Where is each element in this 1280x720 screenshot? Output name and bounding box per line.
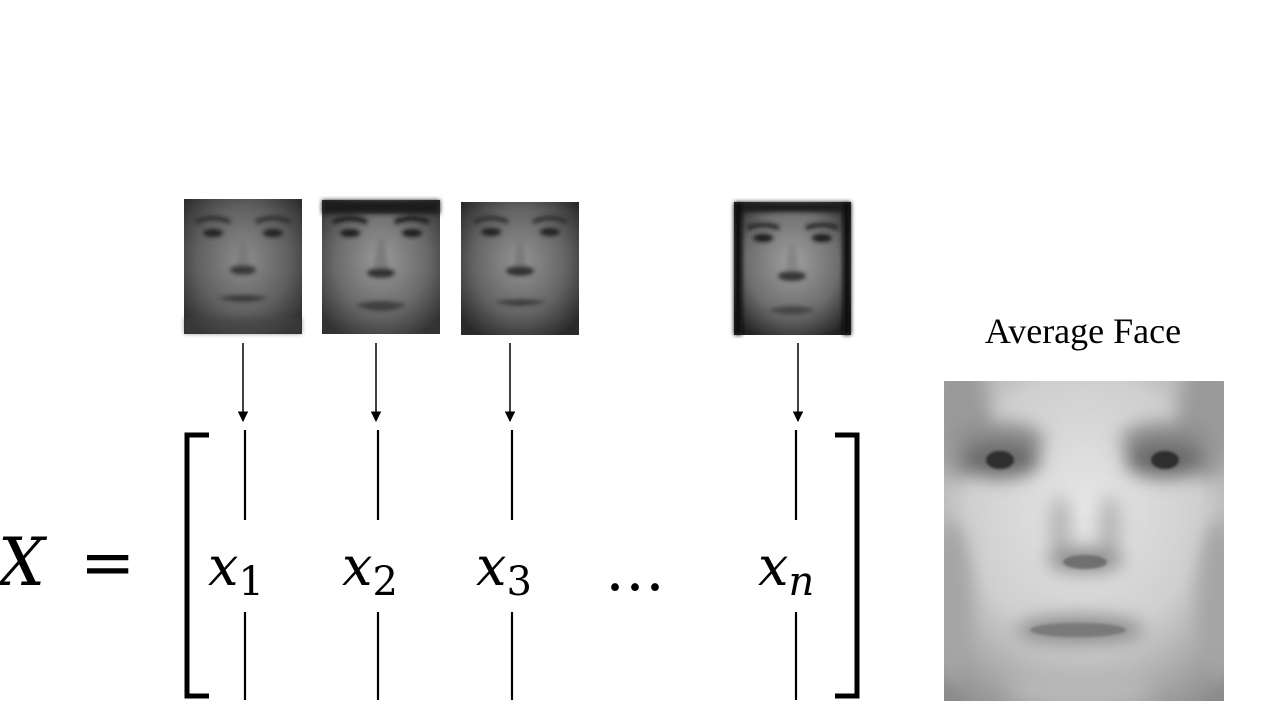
- right-bracket: [835, 432, 860, 699]
- face-image-n: [734, 202, 851, 335]
- left-bracket: [184, 432, 209, 699]
- face-image-3: [461, 202, 579, 335]
- ellipsis: …: [605, 535, 665, 605]
- column-label-n: xn: [758, 535, 814, 605]
- face-image-2: [322, 200, 440, 334]
- average-face-title: Average Face: [985, 311, 1181, 351]
- average-face-image: [944, 381, 1224, 701]
- column-label-2: x2: [342, 535, 398, 605]
- equals-sign: =: [80, 524, 135, 601]
- column-bars: [243, 430, 798, 700]
- matrix-symbol: X: [0, 524, 48, 601]
- column-label-3: x3: [476, 535, 532, 605]
- face-image-1: [184, 199, 302, 334]
- column-label-1: x1: [208, 535, 264, 605]
